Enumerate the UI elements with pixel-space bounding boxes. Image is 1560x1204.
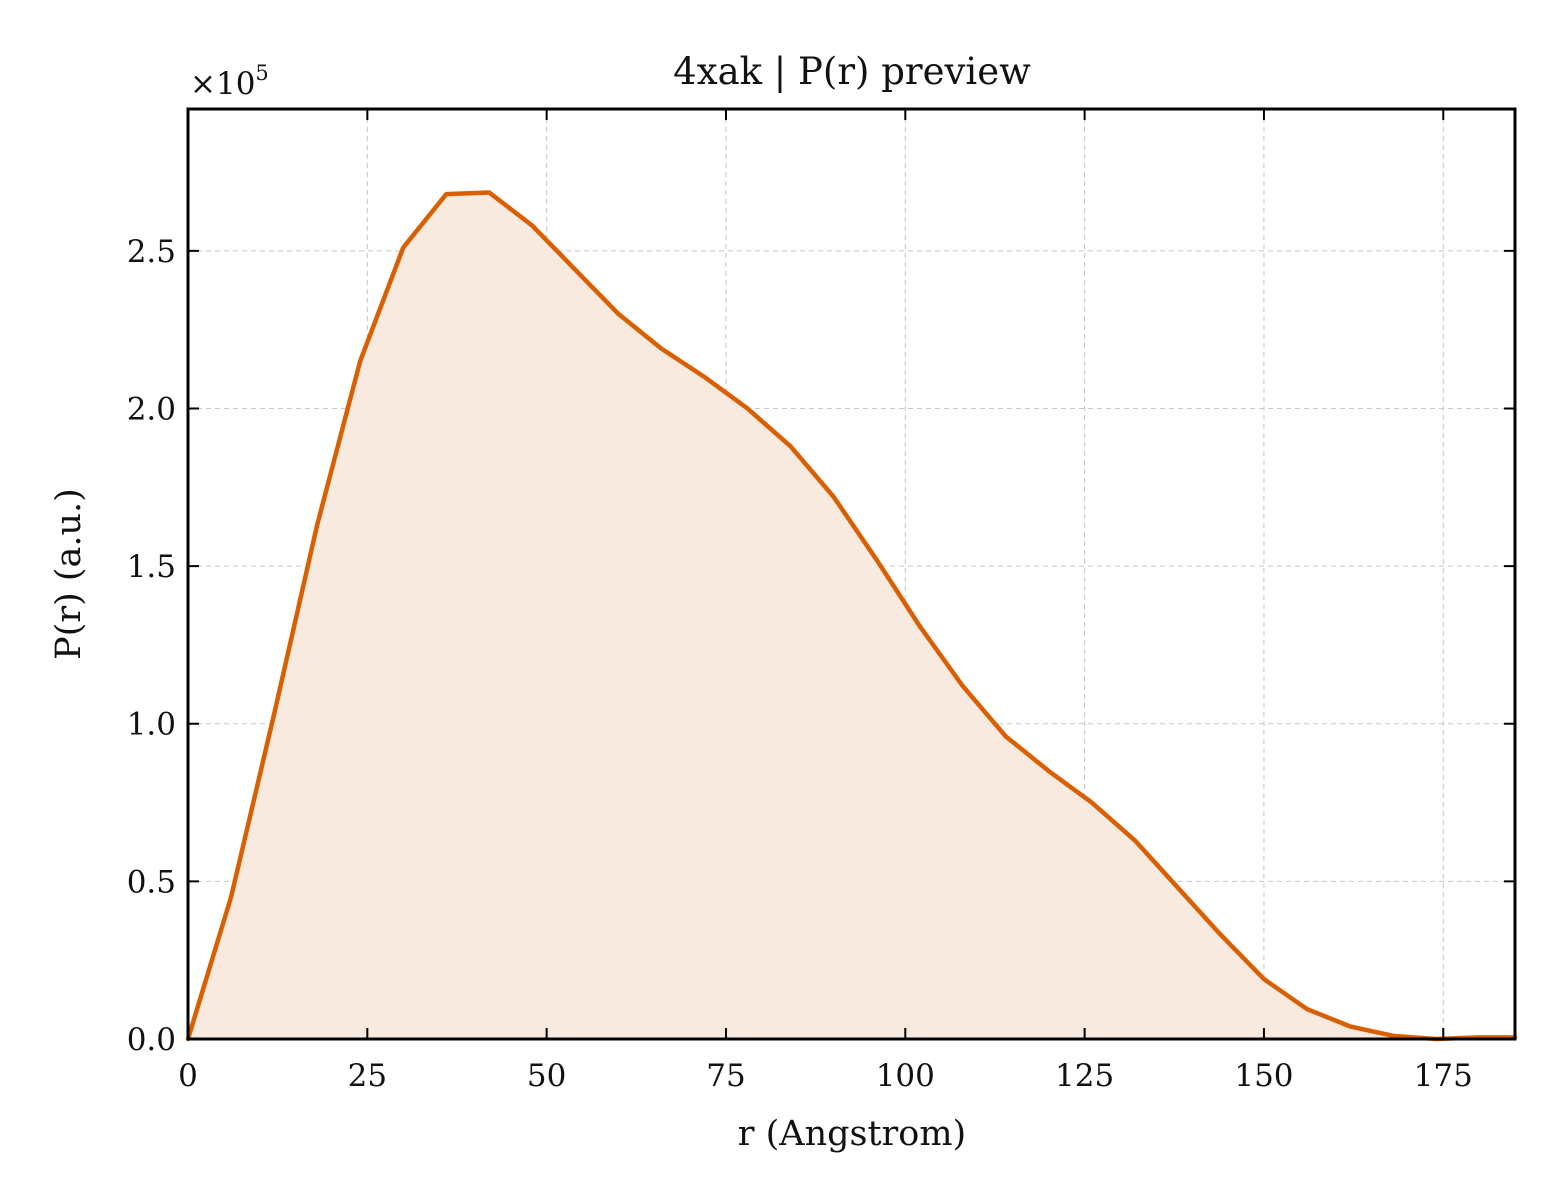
y-axis-multiplier: ×105	[190, 61, 269, 102]
chart-title: 4xak | P(r) preview	[673, 50, 1031, 93]
x-tick-label: 0	[178, 1058, 198, 1094]
y-tick-label: 0.5	[127, 864, 176, 900]
x-tick-label: 125	[1055, 1058, 1114, 1094]
x-axis-title: r (Angstrom)	[738, 1114, 966, 1154]
y-tick-label: 2.5	[127, 234, 176, 270]
pr-area-fill	[188, 192, 1515, 1040]
y-tick-label: 0.0	[127, 1022, 176, 1058]
pr-series-line	[185, 190, 1518, 1042]
y-axis-title: P(r) (a.u.)	[49, 488, 89, 660]
y-axis-multiplier-exponent: 5	[255, 61, 268, 85]
x-tick-label: 25	[348, 1058, 387, 1094]
plot-frame	[186, 107, 1517, 1041]
y-tick-label: 1.0	[127, 707, 176, 743]
x-tick-label: 150	[1234, 1058, 1293, 1094]
x-tick-label: 100	[876, 1058, 935, 1094]
y-tick-label: 1.5	[127, 549, 176, 585]
y-axis-multiplier-base: ×10	[190, 66, 255, 102]
y-tick-label: 2.0	[127, 391, 176, 427]
x-tick-label: 175	[1414, 1058, 1473, 1094]
tick-labels: 0 25 50 75 100 125 150 175 0.0 0.5 1.0 1.5 2.0 2.5	[127, 234, 1473, 1094]
axis-ticks	[187, 109, 1515, 1040]
x-tick-label: 75	[706, 1058, 745, 1094]
x-tick-label: 50	[527, 1058, 566, 1094]
